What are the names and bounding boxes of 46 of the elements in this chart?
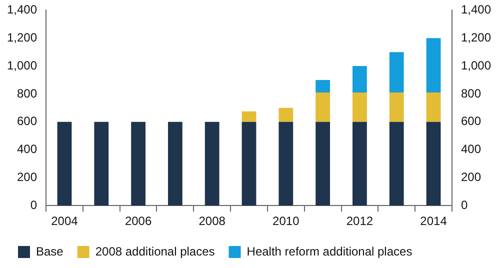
y-tick-label: 800 [17, 86, 38, 100]
bar [316, 122, 330, 206]
legend-label: Base [36, 244, 64, 258]
y-tick-label: 1,000 [7, 58, 38, 72]
bar [242, 111, 256, 122]
legend-label: 2008 additional places [95, 244, 215, 258]
y2-tick-label: 1,000 [460, 58, 492, 72]
bar [316, 80, 330, 93]
y-tick-label: 400 [17, 142, 38, 156]
bar [352, 122, 367, 206]
y2-tick-label: 800 [460, 86, 482, 100]
y2-tick-label: 400 [460, 142, 482, 156]
bar [389, 92, 404, 122]
bar [57, 122, 72, 206]
y2-tick-label: 1,400 [460, 2, 492, 17]
bar [278, 122, 294, 206]
x-tick-label: 2008 [198, 214, 226, 228]
bar [352, 66, 367, 93]
bar [389, 122, 404, 206]
x-tick-label: 2012 [346, 214, 374, 228]
legend-label: Health reform additional places [246, 244, 412, 258]
y-tick-label: 1,200 [7, 30, 38, 44]
bar [426, 92, 441, 122]
x-tick-label: 2004 [51, 214, 78, 228]
bar [352, 92, 367, 122]
y2-tick-label: 200 [460, 170, 482, 184]
x-tick-label: 2014 [420, 214, 448, 228]
bar [426, 122, 441, 206]
bar [168, 122, 182, 206]
bar [204, 122, 220, 206]
x-tick-label: 2010 [272, 214, 300, 228]
y-tick-label: 1,400 [7, 2, 38, 17]
y-tick-label: 0 [30, 198, 38, 212]
bar [389, 52, 404, 93]
bar [278, 108, 294, 122]
x-tick-label: 2006 [124, 214, 152, 228]
y2-tick-label: 1,200 [460, 30, 492, 44]
y-tick-label: 200 [17, 170, 38, 184]
y2-tick-label: 0 [460, 198, 468, 212]
bar [242, 122, 256, 206]
bar [94, 122, 109, 206]
bar [316, 92, 330, 122]
y-tick-label: 600 [17, 114, 38, 128]
y2-tick-label: 600 [460, 114, 482, 128]
bar [131, 122, 146, 206]
bar [426, 38, 441, 93]
